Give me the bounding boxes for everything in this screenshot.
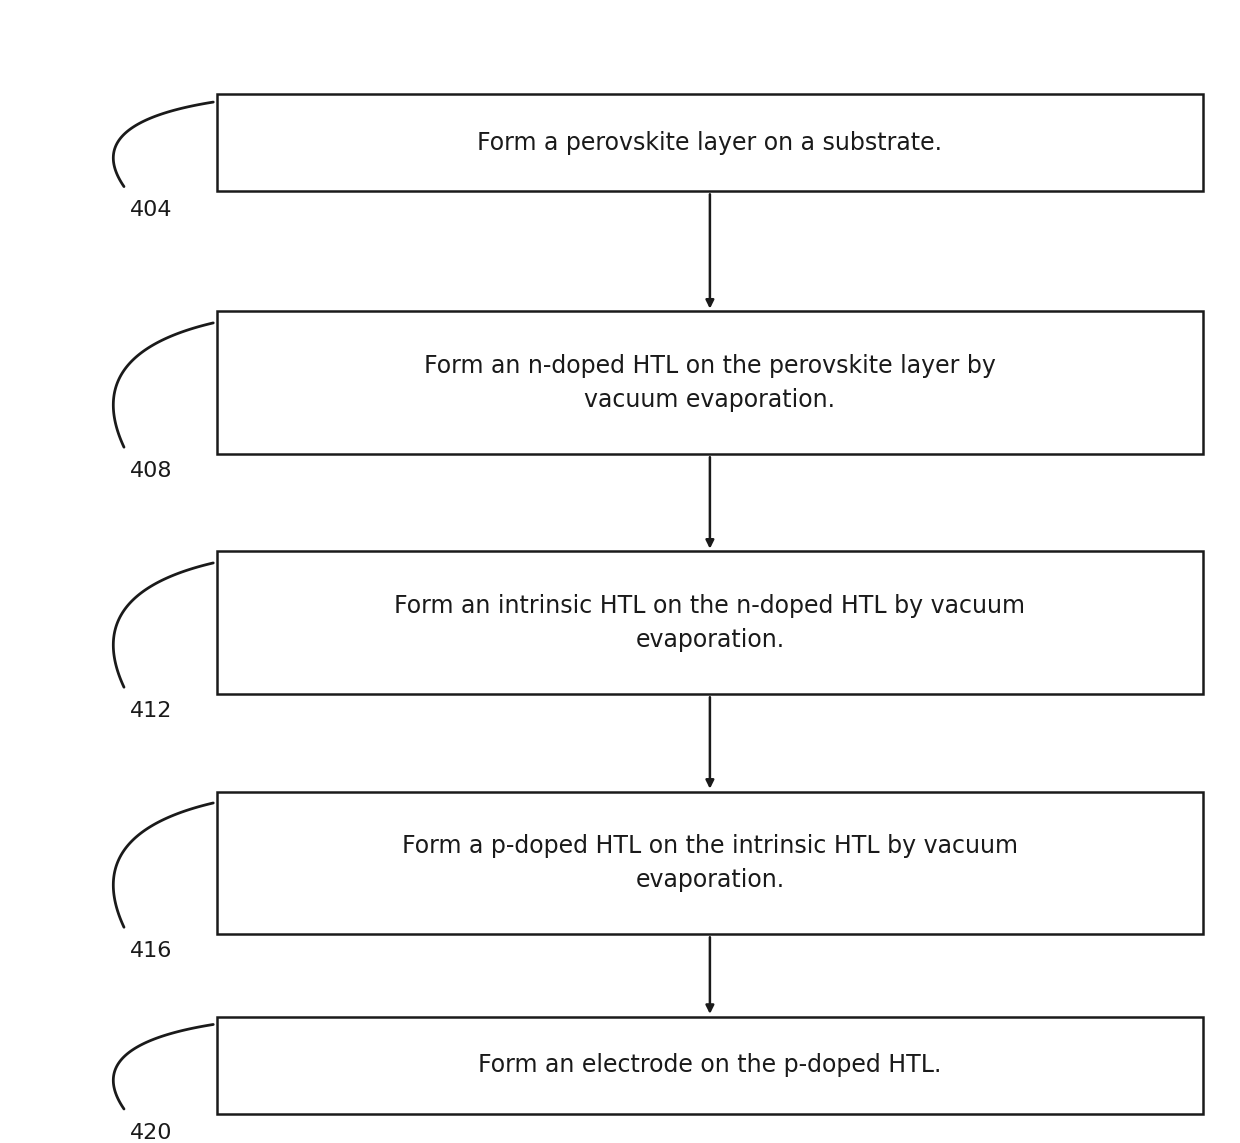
Text: 412: 412 [130,701,172,721]
Text: Form a perovskite layer on a substrate.: Form a perovskite layer on a substrate. [477,131,942,154]
Text: Form an n-doped HTL on the perovskite layer by
vacuum evaporation.: Form an n-doped HTL on the perovskite la… [424,354,996,411]
Text: Form an electrode on the p-doped HTL.: Form an electrode on the p-doped HTL. [479,1054,941,1077]
Text: Form a p-doped HTL on the intrinsic HTL by vacuum
evaporation.: Form a p-doped HTL on the intrinsic HTL … [402,834,1018,892]
Bar [217,311,1203,454]
Text: Form an intrinsic HTL on the n-doped HTL by vacuum
evaporation.: Form an intrinsic HTL on the n-doped HTL… [394,594,1025,652]
Text: 404: 404 [130,200,172,221]
Bar [217,1017,1203,1113]
Text: 416: 416 [130,941,172,961]
Text: 420: 420 [130,1122,172,1143]
Bar [217,791,1203,935]
Text: 408: 408 [130,461,172,481]
Bar [217,95,1203,191]
Bar [217,551,1203,694]
